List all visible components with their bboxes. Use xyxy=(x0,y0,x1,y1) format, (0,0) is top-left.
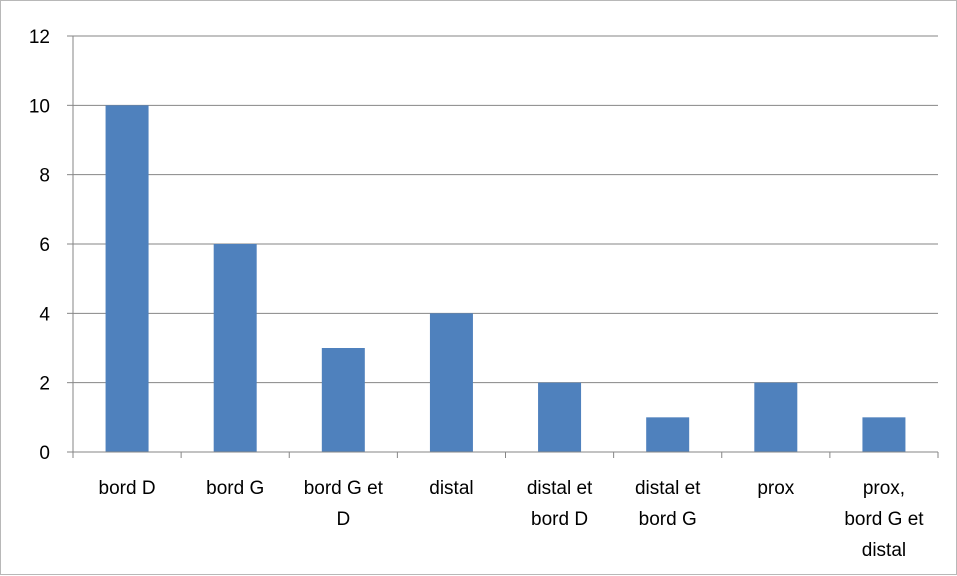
bar xyxy=(321,348,365,452)
y-tick-label: 12 xyxy=(29,27,50,48)
x-tick-labels: bord D bord G bord G et D distal distal et bor… xyxy=(99,478,925,561)
bar xyxy=(538,382,582,452)
bar xyxy=(213,244,257,452)
axes xyxy=(67,35,939,458)
y-tick-label: 0 xyxy=(39,443,50,464)
bar xyxy=(754,382,798,452)
x-category-label: distal et bord D xyxy=(527,478,593,530)
y-tick-label: 8 xyxy=(39,166,50,187)
x-category-label: distal xyxy=(429,478,473,499)
y-tick-labels: 0 2 4 6 8 10 12 xyxy=(29,27,51,464)
x-category-label: bord G et D xyxy=(304,478,384,530)
x-category-label: bord D xyxy=(99,478,156,499)
y-tick-label: 2 xyxy=(39,374,50,395)
y-tick-label: 6 xyxy=(39,235,50,256)
x-category-label: distal et bord G xyxy=(635,478,701,530)
bar xyxy=(105,105,149,452)
x-category-label: prox, bord G et distal xyxy=(844,478,924,561)
x-category-label: prox xyxy=(757,478,794,499)
x-category-label: bord G xyxy=(206,478,264,499)
gridlines xyxy=(73,35,938,384)
bar xyxy=(429,313,473,452)
bars xyxy=(105,105,906,452)
y-tick-label: 10 xyxy=(29,96,50,117)
y-tick-label: 4 xyxy=(39,304,50,325)
bar xyxy=(646,417,690,452)
bar xyxy=(862,417,906,452)
